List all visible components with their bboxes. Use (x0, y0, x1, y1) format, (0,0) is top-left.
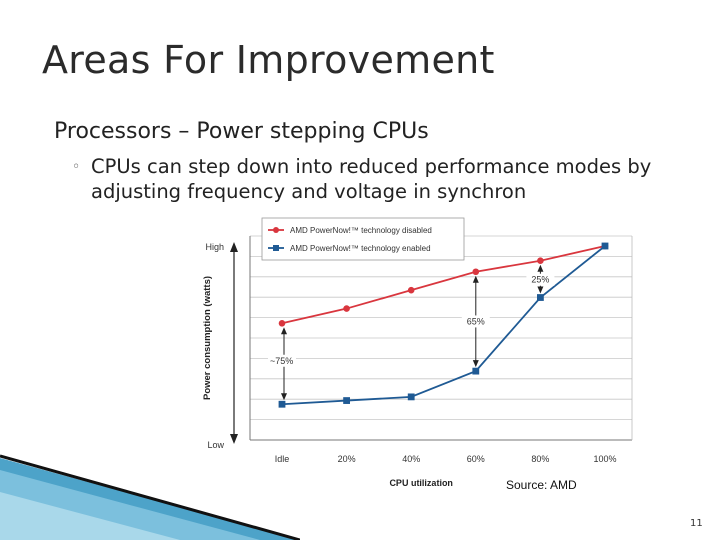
y-axis-arrow-down (230, 434, 238, 444)
annotation-label-bg (461, 315, 490, 328)
legend-label: AMD PowerNow!™ technology enabled (290, 244, 431, 253)
data-point (407, 286, 415, 294)
bullet-processors: Processors – Power stepping CPUs (54, 119, 429, 144)
y-tick-high: High (205, 242, 224, 252)
annotation-arrowhead (472, 360, 479, 368)
bullet-cpu-step-down: ◦ CPUs can step down into reduced perfor… (72, 154, 672, 204)
annotation-label: 65% (467, 316, 485, 326)
data-point (472, 268, 480, 276)
data-point (278, 319, 286, 327)
annotation-label: 25% (531, 275, 549, 285)
data-point (537, 257, 544, 265)
annotation-arrowhead (537, 264, 544, 272)
series-line (281, 245, 606, 406)
slide-title: Areas For Improvement (42, 38, 495, 82)
data-point (601, 242, 609, 250)
x-tick-label: 20% (338, 454, 356, 464)
x-tick-label: 80% (531, 454, 549, 464)
legend-box (261, 217, 465, 261)
y-axis-label: Power consumption (watts) (202, 276, 213, 400)
source-caption: Source: AMD (506, 478, 577, 492)
annotation-label: ~75% (270, 356, 293, 366)
series-line (281, 245, 606, 325)
annotation-arrowhead (472, 275, 479, 283)
annotation-arrowhead (537, 286, 544, 294)
legend-label: AMD PowerNow!™ technology disabled (290, 226, 432, 235)
data-point (343, 397, 350, 404)
bullet-marker: ◦ (72, 159, 81, 175)
y-axis-arrow-up (230, 242, 238, 252)
x-axis-label: CPU utilization (389, 478, 453, 488)
power-consumption-chart: High Low Power consumption (watts) Idle 20% 4… (196, 214, 636, 496)
x-tick-label: 100% (593, 454, 616, 464)
data-point (278, 400, 286, 408)
annotation-label-bg (268, 354, 296, 367)
annotation-label-bg (526, 273, 555, 286)
x-tick-label: 60% (467, 454, 485, 464)
bullet-text: CPUs can step down into reduced performa… (91, 155, 652, 203)
data-point (343, 305, 350, 312)
data-point (472, 367, 480, 375)
legend-swatch-marker (273, 227, 279, 233)
annotation-arrowhead (281, 393, 287, 401)
x-tick-label: Idle (275, 454, 290, 464)
data-point (537, 294, 544, 301)
legend-swatch-marker (273, 245, 279, 251)
annotation-arrowhead (281, 327, 287, 335)
x-tick-label: 40% (402, 454, 420, 464)
y-tick-low: Low (207, 440, 224, 450)
data-point (407, 393, 415, 401)
page-number: 11 (690, 518, 703, 529)
decorative-swoosh (0, 454, 300, 540)
